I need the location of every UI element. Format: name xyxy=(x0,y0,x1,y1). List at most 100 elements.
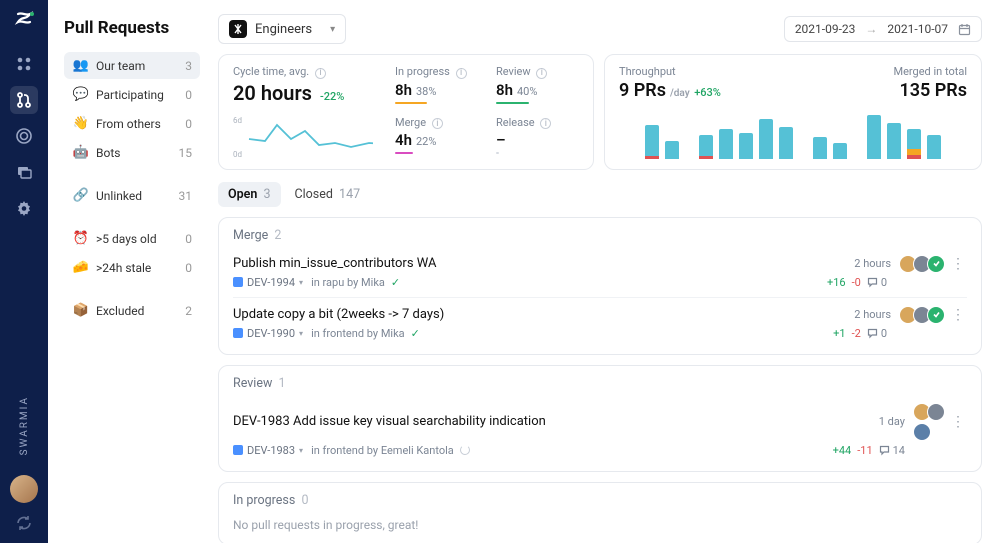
date-range-picker[interactable]: 2021-09-23 → 2021-10-07 xyxy=(784,16,982,42)
pr-comments: 0 xyxy=(867,276,887,289)
sidebar-item-participating[interactable]: 💬Participating0 xyxy=(64,81,200,108)
stage-review: Review i8h40% xyxy=(496,65,579,108)
pr-age: 2 hours xyxy=(821,257,891,270)
info-icon[interactable]: i xyxy=(540,118,551,129)
pr-comments: 14 xyxy=(879,444,905,457)
pr-subtext: in frontend by Mika xyxy=(311,327,405,340)
rail-overview-icon[interactable] xyxy=(10,50,38,78)
pr-item[interactable]: Update copy a bit (2weeks -> 7 days) 2 h… xyxy=(233,297,967,348)
main-content: Engineers ▾ 2021-09-23 → 2021-10-07 Cycl… xyxy=(208,0,1000,543)
info-icon[interactable]: i xyxy=(432,118,443,129)
pr-item[interactable]: DEV-1983 Add issue key visual searchabil… xyxy=(233,399,967,465)
pr-subtext: in frontend by Eemeli Kantola xyxy=(311,444,454,457)
sidebar-item-label: >5 days old xyxy=(96,232,185,246)
sidebar-item-label: Excluded xyxy=(96,304,185,318)
stage-merge: Merge i4h22% xyxy=(395,116,478,159)
svg-text:6d: 6d xyxy=(233,116,242,125)
pr-diffstats: +1 -2 0 xyxy=(833,327,887,340)
sidebar-item-icon: 🧀 xyxy=(72,260,90,275)
throughput-bar xyxy=(719,129,733,159)
stage-value: 8h xyxy=(496,81,513,99)
arrow-right-icon: → xyxy=(865,22,877,36)
throughput-bar xyxy=(867,115,881,159)
sidebar-item-unlinked[interactable]: 🔗Unlinked31 xyxy=(64,182,200,209)
tab-closed[interactable]: Closed 147 xyxy=(285,182,371,207)
stage-bar xyxy=(496,152,499,154)
throughput-bar xyxy=(927,135,941,159)
sidebar-item-label: Bots xyxy=(96,146,179,160)
sidebar-item-our-team[interactable]: 👥Our team3 xyxy=(64,52,200,79)
throughput-bar xyxy=(887,123,901,159)
stage-value: 8h xyxy=(395,81,412,99)
pr-diffstats: +44 -11 14 xyxy=(833,444,905,457)
calendar-icon xyxy=(958,23,971,36)
sidebar-item--5-days-old[interactable]: ⏰>5 days old0 xyxy=(64,225,200,252)
tab-open[interactable]: Open 3 xyxy=(218,182,281,207)
sidebar-item-icon: 💬 xyxy=(72,87,90,102)
cycle-value: 20 hours xyxy=(233,81,312,105)
cycle-sparkline: 6d0d xyxy=(233,115,383,159)
rail-targets-icon[interactable] xyxy=(10,122,38,150)
pr-issue-key[interactable]: DEV-1990▾ xyxy=(233,327,303,340)
tab-count: 147 xyxy=(339,187,360,202)
sidebar-item-label: >24h stale xyxy=(96,261,185,275)
rail-pull-requests-icon[interactable] xyxy=(10,86,38,114)
pr-tabs: Open 3Closed 147 xyxy=(218,182,982,207)
sidebar-item-label: Unlinked xyxy=(96,189,179,203)
sidebar-item-from-others[interactable]: 👋From others0 xyxy=(64,110,200,137)
section-count: 0 xyxy=(301,493,308,508)
pr-issue-key[interactable]: DEV-1983▾ xyxy=(233,444,303,457)
issue-type-icon xyxy=(233,277,243,287)
topbar: Engineers ▾ 2021-09-23 → 2021-10-07 xyxy=(218,14,982,44)
team-selector[interactable]: Engineers ▾ xyxy=(218,14,346,44)
sidebar-item-count: 0 xyxy=(185,261,192,275)
sidebar-item-count: 15 xyxy=(179,146,193,160)
pr-item[interactable]: Publish min_issue_contributors WA 2 hour… xyxy=(233,251,967,297)
pr-title: Update copy a bit (2weeks -> 7 days) xyxy=(233,307,821,322)
info-icon[interactable]: i xyxy=(315,68,326,79)
merged-label: Merged in total xyxy=(893,65,967,78)
status-badge-icon xyxy=(927,306,945,324)
pr-title: DEV-1983 Add issue key visual searchabil… xyxy=(233,414,835,429)
sidebar-item-icon: 🔗 xyxy=(72,188,90,203)
kebab-menu-icon[interactable]: ⋮ xyxy=(949,257,967,271)
section-review: Review 1 DEV-1983 Add issue key visual s… xyxy=(218,365,982,472)
team-label: Engineers xyxy=(255,22,312,37)
stage-label: Merge i xyxy=(395,116,478,130)
throughput-bar xyxy=(833,143,847,159)
stage-value: 4h xyxy=(395,131,412,149)
pr-age: 2 hours xyxy=(821,308,891,321)
pr-deletions: -0 xyxy=(852,276,861,289)
check-icon: ✓ xyxy=(391,276,400,289)
throughput-bar xyxy=(907,129,921,159)
pr-diffstats: +16 -0 0 xyxy=(827,276,887,289)
sidebar-item-excluded[interactable]: 📦Excluded2 xyxy=(64,297,200,324)
sidebar-item-label: From others xyxy=(96,117,185,131)
stage-bar xyxy=(395,152,413,154)
sync-icon[interactable] xyxy=(14,513,34,533)
pr-issue-key[interactable]: DEV-1994▾ xyxy=(233,276,303,289)
check-icon: ✓ xyxy=(411,327,420,340)
rail-settings-icon[interactable] xyxy=(10,194,38,222)
stage-pct: 38% xyxy=(416,85,436,98)
avatar xyxy=(927,403,945,421)
info-icon[interactable]: i xyxy=(536,68,547,79)
throughput-card: Throughput 9 PRs/day +63% Merged in tota… xyxy=(604,54,982,170)
sidebar-item-count: 3 xyxy=(185,59,192,73)
cycle-label: Cycle time, avg. i xyxy=(233,65,383,79)
info-icon[interactable]: i xyxy=(456,68,467,79)
date-from: 2021-09-23 xyxy=(795,22,856,36)
kebab-menu-icon[interactable]: ⋮ xyxy=(949,308,967,322)
rail-reports-icon[interactable] xyxy=(10,158,38,186)
kebab-menu-icon[interactable]: ⋮ xyxy=(949,415,967,429)
issue-type-icon xyxy=(233,328,243,338)
sidebar-item--24h-stale[interactable]: 🧀 >24h stale0 xyxy=(64,254,200,281)
chevron-down-icon: ▾ xyxy=(330,24,335,35)
pr-age: 1 day xyxy=(835,415,905,428)
pr-additions: +1 xyxy=(833,327,845,340)
sidebar-item-icon: 👋 xyxy=(72,116,90,131)
pr-comments: 0 xyxy=(867,327,887,340)
status-badge-icon xyxy=(927,255,945,273)
sidebar-item-bots[interactable]: 🤖Bots15 xyxy=(64,139,200,166)
user-avatar[interactable] xyxy=(10,475,38,503)
